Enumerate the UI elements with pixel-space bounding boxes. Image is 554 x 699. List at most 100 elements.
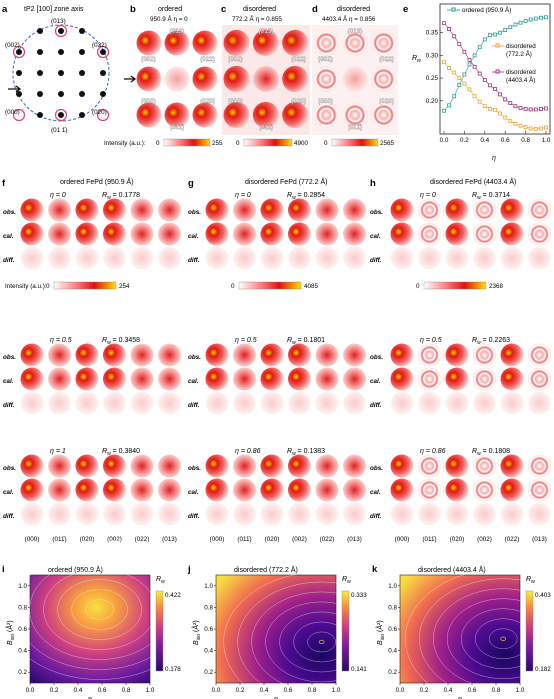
diffraction-disc (130, 198, 154, 222)
diffraction-disc (192, 102, 218, 128)
diffraction-disc (260, 367, 284, 391)
selected-spot-ring (12, 45, 26, 59)
panel-e: e 0.0 0.2 0.4 0.6 0.8 1.00.200.250.300.35 Rw … (403, 3, 551, 162)
x-tick-label: 0.8 (122, 687, 131, 694)
x-tick-label: 0.6 (468, 687, 477, 694)
col-label: (013) (347, 536, 362, 543)
x-tick-label: 0.6 (284, 687, 293, 694)
panel-j-contour-map (215, 574, 337, 684)
diffraction-disc (20, 222, 44, 246)
diffraction-disc (192, 66, 218, 92)
panel-b-title: ordered (158, 6, 182, 13)
e-data-point (498, 111, 503, 116)
x-tick-label: 0.0 (396, 687, 405, 694)
diffraction-spot (58, 28, 64, 34)
e-data-point (528, 107, 533, 112)
x-axis-label: η (458, 696, 462, 699)
diffraction-disc (343, 478, 366, 502)
row-label-cal: cal. (370, 378, 381, 385)
diffraction-disc (260, 222, 284, 246)
diffraction-disc (418, 343, 441, 367)
panel-h-rw-1: Rw = 0.2263 (472, 337, 510, 346)
panel-c-letter: c (221, 4, 226, 15)
spot-label-01-1: (01 1̄) (51, 127, 67, 134)
diffraction-disc (130, 246, 154, 270)
cb-h-min: 0 (416, 283, 420, 290)
cb-c-min: 0 (236, 140, 240, 147)
diffraction-disc (103, 367, 126, 391)
e-data-point (472, 94, 477, 99)
diffraction-disc (158, 454, 181, 478)
col-label: (002) (107, 536, 122, 543)
e-data-point (508, 119, 513, 124)
diffraction-disc (528, 246, 551, 270)
diffraction-disc (205, 246, 229, 270)
cb-f-max: 254 (119, 283, 130, 290)
e-data-point (447, 103, 452, 108)
contour-line (461, 608, 546, 669)
panel-h-eta-1: η = 0.5 (420, 337, 442, 344)
col-label: (000) (210, 536, 225, 543)
row-label-diff: diff. (188, 513, 200, 520)
cb-c-max: 4900 (294, 140, 309, 147)
diffraction-disc (500, 454, 524, 478)
diffraction-disc (136, 102, 162, 128)
diffraction-disc (418, 222, 441, 246)
spot-label-020: (020) (92, 109, 107, 116)
x-tick-label: 1.0 (332, 687, 341, 694)
diffraction-disc (130, 478, 154, 502)
e-data-point (482, 37, 487, 42)
contour-line (433, 588, 554, 689)
diffraction-disc (75, 246, 99, 270)
x-tick-label: 0.8 (308, 687, 317, 694)
y-axis-label: Biso (Å²) (5, 620, 16, 645)
disc-label: (000) (318, 98, 333, 105)
e-data-point (477, 99, 482, 104)
x-tick-label: 0.2 (420, 687, 429, 694)
e-series-line (443, 16, 547, 111)
diffraction-disc (445, 478, 469, 502)
diffraction-disc (343, 198, 366, 222)
diffraction-disc (500, 343, 524, 367)
row-label-cal: cal. (3, 378, 14, 385)
e-data-point (447, 66, 452, 70)
diffraction-disc (260, 502, 284, 526)
diffraction-disc (48, 478, 71, 502)
disc-label: (002) (228, 56, 243, 63)
e-data-point (472, 64, 477, 69)
diffraction-disc (288, 222, 311, 246)
cb-b-min: 0 (156, 140, 160, 147)
diffraction-disc (260, 478, 284, 502)
panel-h-title: disordered FePd (4403.4 Å) (430, 177, 516, 186)
diffraction-disc (288, 367, 311, 391)
row-label-cal: cal. (188, 233, 199, 240)
diffraction-disc (103, 343, 126, 367)
y-tick-label: 0.6 (18, 626, 27, 633)
legend-marker (495, 69, 500, 74)
col-label: (022) (320, 536, 335, 543)
e-data-point (487, 83, 492, 88)
panel-g-rw-0: Rw = 0.2854 (287, 192, 325, 201)
row-label-cal: cal. (188, 378, 199, 385)
diffraction-disc (48, 246, 71, 270)
e-data-point (518, 123, 523, 128)
diffraction-disc (445, 454, 469, 478)
diffraction-disc (260, 246, 284, 270)
row-label-cal: cal. (3, 233, 14, 240)
diffraction-disc (445, 246, 469, 270)
panel-f-rw-0: Rw = 0.1778 (102, 192, 140, 201)
e-data-point (533, 107, 538, 112)
panel-g-eta-2: η = 0.86 (235, 448, 261, 455)
diffraction-disc (158, 198, 181, 222)
diffraction-disc (315, 343, 339, 367)
selected-spot-ring (54, 24, 68, 38)
y-axis-label: Biso (Å²) (375, 620, 386, 645)
panel-f-eta-2: η = 1 (50, 448, 66, 455)
contour-line (405, 568, 554, 699)
col-label: (002) (292, 536, 307, 543)
diffraction-disc (473, 454, 496, 478)
diffraction-disc (260, 198, 284, 222)
selected-spot-ring (12, 108, 26, 122)
colorbar-f (53, 281, 117, 290)
